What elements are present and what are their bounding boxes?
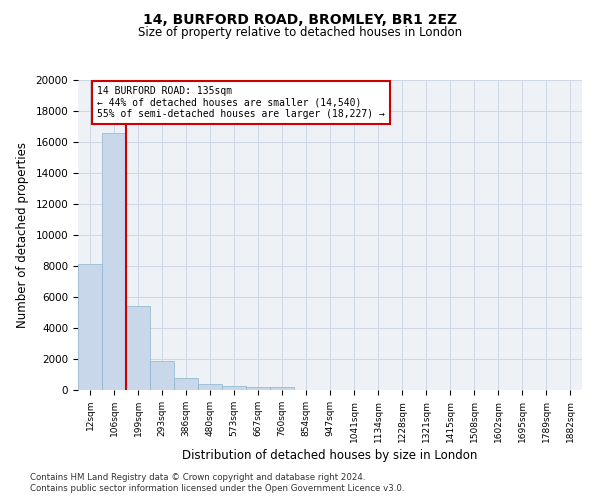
Bar — [198, 384, 222, 390]
Y-axis label: Number of detached properties: Number of detached properties — [16, 142, 29, 328]
Bar — [78, 264, 102, 390]
Bar — [222, 386, 246, 390]
Bar — [174, 378, 198, 390]
Bar — [270, 387, 294, 390]
Text: 14, BURFORD ROAD, BROMLEY, BR1 2EZ: 14, BURFORD ROAD, BROMLEY, BR1 2EZ — [143, 12, 457, 26]
Text: Contains HM Land Registry data © Crown copyright and database right 2024.: Contains HM Land Registry data © Crown c… — [30, 472, 365, 482]
Bar — [246, 386, 270, 390]
Bar — [150, 362, 174, 390]
Bar — [102, 132, 126, 390]
Text: 14 BURFORD ROAD: 135sqm
← 44% of detached houses are smaller (14,540)
55% of sem: 14 BURFORD ROAD: 135sqm ← 44% of detache… — [97, 86, 385, 120]
Text: Contains public sector information licensed under the Open Government Licence v3: Contains public sector information licen… — [30, 484, 404, 493]
Text: Size of property relative to detached houses in London: Size of property relative to detached ho… — [138, 26, 462, 39]
X-axis label: Distribution of detached houses by size in London: Distribution of detached houses by size … — [182, 449, 478, 462]
Bar — [126, 306, 150, 390]
